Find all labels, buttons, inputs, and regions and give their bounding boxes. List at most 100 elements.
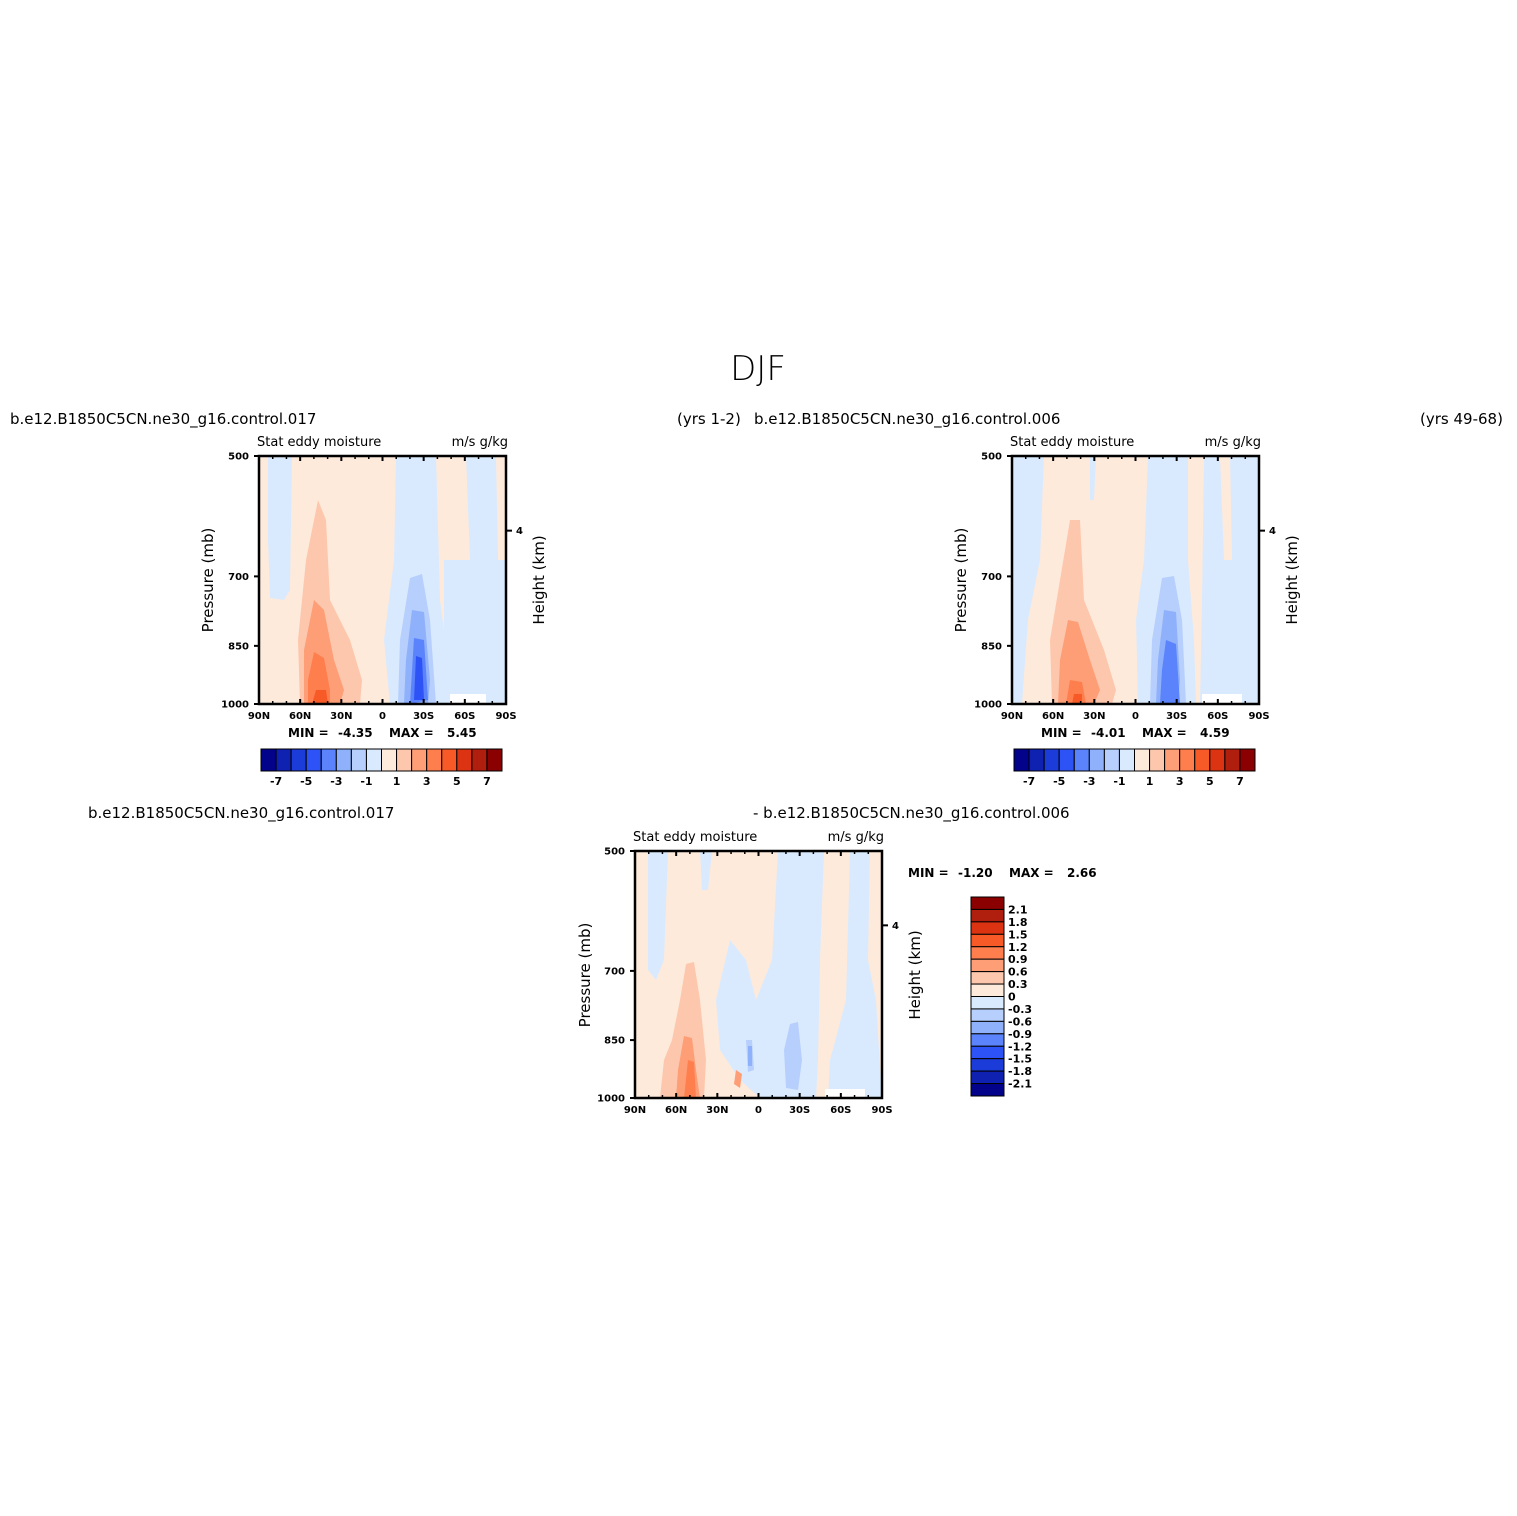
positive-region [312, 690, 328, 704]
missing-data-region [1202, 694, 1242, 704]
colorbar-swatch [305, 748, 322, 772]
y-tick-label: 700 [604, 966, 625, 977]
colorbar-label: 5 [1206, 775, 1214, 788]
min-value: -1.20 [958, 866, 993, 880]
max-label: MAX = [1142, 726, 1187, 740]
colorbar-label: 1.8 [1008, 916, 1028, 929]
colorbar-swatch [1239, 748, 1256, 772]
y-axis-right-label: Height (km) [530, 535, 548, 624]
contour-field [259, 456, 506, 704]
axis-ticks: 90N 60N 30N 0 30S 60S 90S 500 700 850 1000 4 [597, 847, 899, 1117]
colorbar-swatch [970, 1033, 1005, 1047]
x-tick-label: 90S [871, 1105, 892, 1116]
diff-right-case-label: - b.e12.B1850C5CN.ne30_g16.control.006 [753, 804, 1070, 823]
y-right-tick-label: 4 [516, 526, 523, 537]
colorbar-label: -5 [1053, 775, 1065, 788]
colorbar-swatch [970, 946, 1005, 960]
negative-region [700, 851, 712, 890]
colorbar-label: -5 [300, 775, 312, 788]
missing-data-region [825, 1089, 865, 1098]
y-tick-label: 700 [228, 572, 249, 583]
colorbar-swatch [350, 748, 367, 772]
colorbar-swatch [1194, 748, 1211, 772]
colorbar-swatch [1088, 748, 1105, 772]
colorbar-swatch [320, 748, 337, 772]
colorbar-swatch [260, 748, 277, 772]
min-label: MIN = [908, 866, 949, 880]
colorbar-label: 3 [1176, 775, 1184, 788]
colorbar-swatch [970, 983, 1005, 997]
x-tick-label: 90N [624, 1105, 646, 1116]
colorbar-swatch [486, 748, 503, 772]
colorbar-swatch [1209, 748, 1226, 772]
colorbar-swatch [1013, 748, 1030, 772]
x-tick-label: 60N [665, 1105, 687, 1116]
colorbar-swatch [381, 748, 398, 772]
plot-title-left: Stat eddy moisture [633, 830, 757, 845]
colorbar-swatch [1058, 748, 1075, 772]
colorbar-label: 1.2 [1008, 941, 1028, 954]
colorbar-label: 0.3 [1008, 978, 1028, 991]
colorbar-label: -3 [330, 775, 342, 788]
negative-region [1160, 640, 1180, 704]
y-tick-label: 500 [981, 452, 1002, 463]
colorbar-label: 7 [1236, 775, 1244, 788]
top-middle-years-label: (yrs 1-2) [677, 410, 741, 428]
plot-title-right: m/s g/kg [828, 830, 884, 845]
colorbar-swatch [970, 1008, 1005, 1022]
y-tick-label: 1000 [974, 700, 1002, 711]
min-label: MIN = [1041, 726, 1082, 740]
colorbar-swatch [396, 748, 413, 772]
y-axis-label: Pressure (mb) [952, 528, 970, 633]
min-label: MIN = [288, 726, 329, 740]
x-tick-label: 90S [1248, 711, 1269, 722]
plot-title-left: Stat eddy moisture [1010, 435, 1134, 450]
axis-ticks: 90N 60N 30N 0 30S 60S 90S 500 700 850 1000 4 [974, 452, 1276, 723]
colorbar-label: -1 [360, 775, 372, 788]
colorbar-label: -7 [1023, 775, 1035, 788]
x-tick-label: 90N [248, 711, 270, 722]
y-axis-right-label: Height (km) [906, 930, 924, 1019]
x-tick-label: 60S [454, 711, 475, 722]
colorbar-label: 1 [393, 775, 401, 788]
colorbar-label: 0 [1008, 991, 1016, 1004]
colorbar-swatch [970, 1020, 1005, 1035]
negative-region [466, 456, 498, 560]
colorbar-swatch [970, 1045, 1005, 1060]
colorbar-swatch [970, 921, 1005, 935]
colorbar-swatch [426, 748, 443, 772]
colorbar-swatch [970, 908, 1005, 923]
y-right-tick-label: 4 [892, 921, 899, 932]
top-middle-case-label: b.e12.B1850C5CN.ne30_g16.control.006 [754, 410, 1060, 429]
negative-region [414, 656, 424, 700]
axis-ticks: 90N 60N 30N 0 30S 60S 90S 500 700 850 1000 4 [221, 452, 523, 723]
colorbar-swatch [1073, 748, 1090, 772]
plot-title-right: m/s g/kg [1205, 435, 1261, 450]
negative-region [784, 1022, 802, 1090]
colorbar-label: 5 [453, 775, 461, 788]
x-tick-label: 0 [1132, 711, 1139, 722]
colorbar-swatch [970, 958, 1005, 973]
colorbar-swatch [1028, 748, 1045, 772]
y-tick-label: 500 [604, 847, 625, 858]
contour-field [1012, 456, 1259, 704]
colorbar-label: -2.1 [1008, 1078, 1032, 1091]
max-label: MAX = [389, 726, 434, 740]
colorbar-swatch [1149, 748, 1166, 772]
panel-top-left: 90N 60N 30N 0 30S 60S 90S 500 700 850 1000 4 Stat e… [199, 435, 548, 788]
colorbar-swatch [1043, 748, 1060, 772]
negative-region [1200, 456, 1259, 704]
colorbar-swatch [456, 748, 473, 772]
colorbar-swatch [275, 748, 292, 772]
colorbar-swatch [411, 748, 428, 772]
top-left-case-label: b.e12.B1850C5CN.ne30_g16.control.017 [10, 410, 316, 429]
positive-region [1072, 694, 1082, 704]
negative-region [1012, 456, 1044, 704]
negative-region [1090, 456, 1096, 500]
positive-region [684, 1060, 696, 1098]
colorbar-swatch [290, 748, 307, 772]
x-tick-label: 60S [1207, 711, 1228, 722]
y-axis-label: Pressure (mb) [576, 923, 594, 1028]
negative-region [648, 851, 668, 980]
